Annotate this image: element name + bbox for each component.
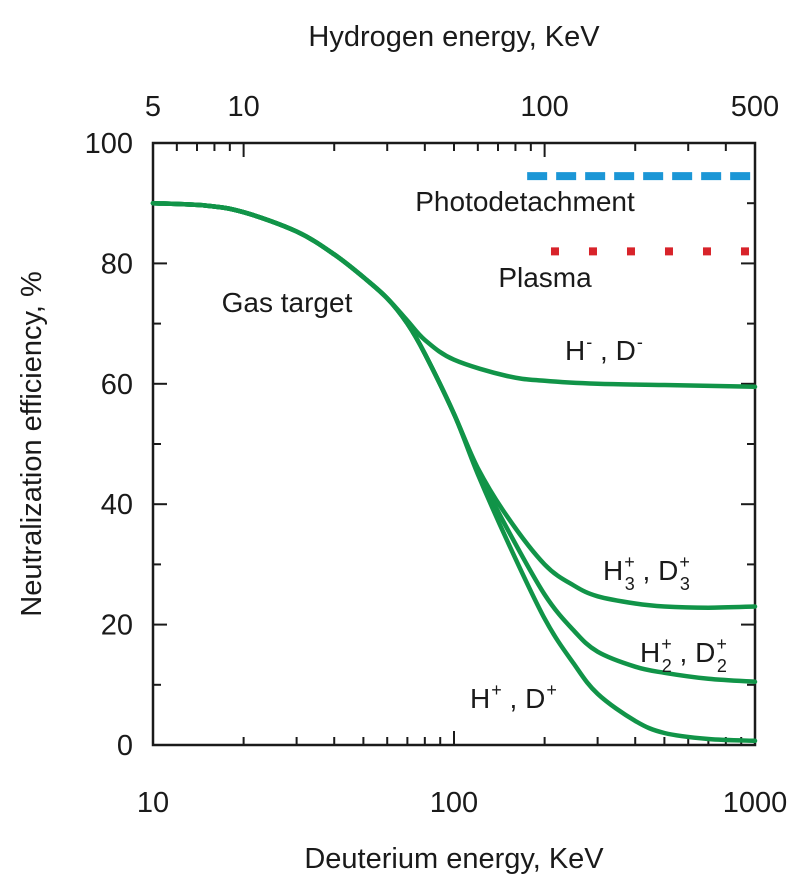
x2-tick-label: 100 — [520, 91, 568, 123]
axes-layer — [151, 141, 757, 747]
gas-target-label: Gas target — [222, 287, 353, 318]
x-tick-label: 1000 — [723, 787, 788, 819]
curve-h3-d3 — [150, 200, 758, 610]
y-tick-label: 80 — [101, 248, 133, 280]
series-label-h3-d3: H+ 3 , D+ 3 — [603, 552, 690, 594]
curve-h2-d2 — [150, 200, 758, 685]
plasma-label: Plasma — [498, 262, 592, 293]
x-axis-title: Deuterium energy, KeV — [304, 843, 604, 875]
photodetachment-label: Photodetachment — [415, 186, 635, 217]
x2-tick-label: 5 — [145, 91, 161, 123]
y-tick-label: 0 — [117, 730, 133, 762]
y-axis-title: Neutralization efficiency, % — [16, 271, 48, 616]
x2-tick-label: 10 — [227, 91, 259, 123]
x2-axis-title: Hydrogen energy, KeV — [308, 21, 600, 53]
x-tick-label: 100 — [430, 787, 478, 819]
y-tick-label: 100 — [85, 128, 133, 160]
series-label-h2-d2: H+ 2 , D+ 2 — [640, 634, 727, 676]
curves-layer — [150, 172, 758, 744]
x2-tick-label: 500 — [731, 91, 779, 123]
plot-frame — [151, 141, 757, 747]
y-tick-label: 60 — [101, 369, 133, 401]
series-label-h-d: H- , D- — [565, 332, 643, 366]
series-label-h-d: H+ , D+ — [470, 680, 557, 714]
labels-layer: 10 100 1000 5 10 100 500 0 20 40 60 80 100 Deuterium … — [16, 21, 787, 875]
curve-h-d — [150, 200, 758, 744]
x-tick-label: 10 — [137, 787, 169, 819]
y-tick-label: 40 — [101, 489, 133, 521]
y-tick-label: 20 — [101, 610, 133, 642]
